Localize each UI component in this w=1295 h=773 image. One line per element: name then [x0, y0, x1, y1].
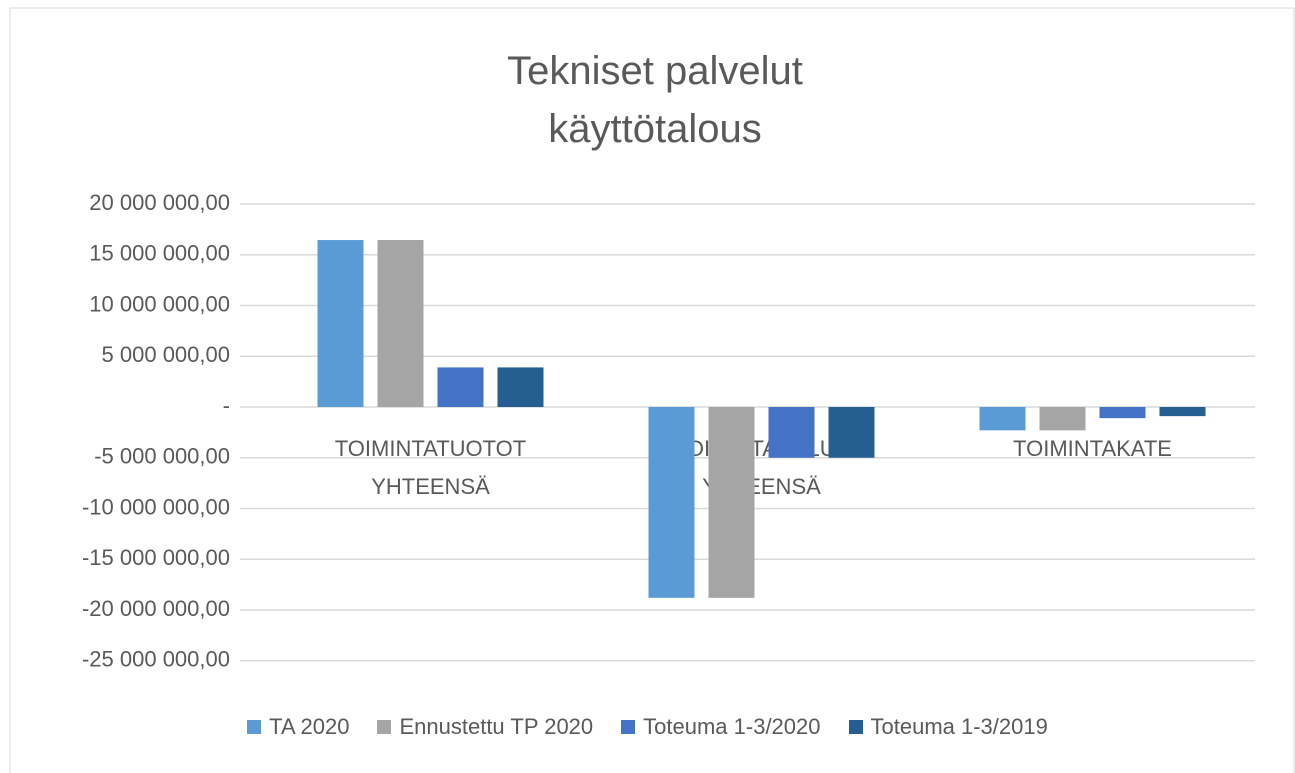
x-tick-label: TOIMINTAKATE [1013, 436, 1172, 461]
legend-label: TA 2020 [269, 714, 350, 739]
bar [708, 407, 755, 598]
y-tick-label: -5 000 000,00 [94, 444, 230, 469]
y-tick-label: -20 000 000,00 [82, 596, 230, 621]
bar [1099, 407, 1146, 419]
legend-label: Toteuma 1-3/2019 [870, 714, 1048, 739]
y-tick-label: -15 000 000,00 [82, 545, 230, 570]
chart-title: Tekniset palvelut käyttötalous [507, 49, 803, 151]
y-tick-label: 15 000 000,00 [89, 241, 230, 266]
legend-swatch [848, 720, 863, 734]
y-tick-label: 10 000 000,00 [89, 291, 230, 316]
x-tick-label-box: TOIMINTAKATE [1013, 436, 1172, 461]
bar [828, 407, 875, 458]
y-tick-label: 20 000 000,00 [89, 190, 230, 215]
bar [1039, 407, 1086, 431]
y-tick-label: - [223, 393, 230, 418]
x-tick-label: TOIMINTATUOTOT YHTEENSÄ [334, 436, 527, 499]
legend-label: Toteuma 1-3/2020 [643, 714, 821, 739]
legend-item: Toteuma 1-3/2019 [848, 714, 1048, 740]
bar [317, 240, 364, 407]
legend-item: Ennustettu TP 2020 [377, 714, 593, 740]
x-tick-label-box: TOIMINTATUOTOT YHTEENSÄ [334, 436, 527, 499]
bar [377, 240, 424, 407]
bar [648, 407, 695, 598]
legend-swatch [247, 720, 262, 734]
bar [497, 367, 544, 407]
bar [979, 407, 1026, 431]
legend-swatch [621, 720, 636, 734]
chart-border [9, 7, 1295, 773]
y-tick-label: -10 000 000,00 [82, 494, 230, 519]
legend-swatch [377, 720, 392, 734]
y-tick-label: 5 000 000,00 [102, 342, 230, 367]
legend-item: TA 2020 [247, 714, 349, 740]
bar [437, 367, 484, 407]
bar [1159, 407, 1206, 417]
legend-item: Toteuma 1-3/2020 [621, 714, 821, 740]
legend-label: Ennustettu TP 2020 [399, 714, 594, 739]
legend: TA 2020 Ennustettu TP 2020 Toteuma 1-3/202… [0, 714, 1295, 740]
y-tick-label: -25 000 000,00 [82, 647, 230, 672]
bar [768, 407, 815, 458]
